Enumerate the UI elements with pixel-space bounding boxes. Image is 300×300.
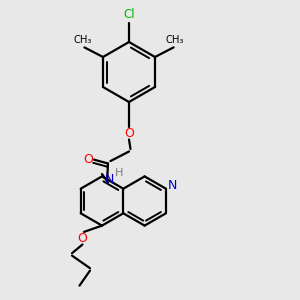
Text: N: N [104, 172, 114, 186]
Text: O: O [124, 127, 134, 140]
Text: O: O [84, 153, 93, 166]
Text: H: H [115, 168, 124, 178]
Text: O: O [78, 232, 87, 245]
Text: Cl: Cl [123, 8, 135, 21]
Text: CH₃: CH₃ [74, 35, 92, 45]
Text: N: N [168, 179, 177, 192]
Text: CH₃: CH₃ [166, 35, 184, 45]
